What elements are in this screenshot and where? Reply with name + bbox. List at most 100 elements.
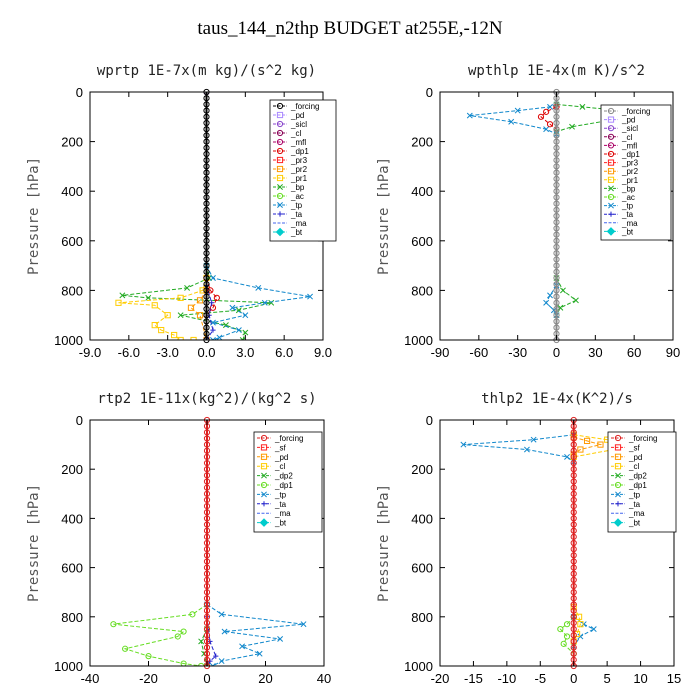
chart-panel-wpthlp: wpthlp 1E-4x(m K)/s^2 Pressure [hPa] -90 -6… (376, 63, 680, 360)
x-tick-label: -15 (464, 671, 483, 686)
zero-profile-marker (203, 435, 211, 442)
x-tick-label: 6.0 (275, 345, 293, 360)
zero-profile-marker (570, 644, 577, 651)
data-point-dp1 (563, 633, 571, 640)
zero-profile-marker (570, 650, 577, 657)
legend-box (600, 104, 672, 241)
zero-profile-marker (553, 262, 560, 269)
zero-profile-marker (203, 188, 210, 195)
legend-marker-pd (276, 111, 284, 119)
data-point-cl-low (577, 621, 584, 628)
data-point-bp (239, 337, 246, 340)
legend-label-tp: _tp (628, 490, 641, 499)
zero-profile-marker (203, 163, 210, 170)
y-tick-label: 1000 (54, 659, 83, 674)
legend-marker-bp (277, 184, 283, 190)
legend-marker-dp1 (276, 147, 284, 155)
zero-profile-marker (203, 194, 210, 201)
legend-label-forcing: _forcing (628, 434, 657, 443)
legend-label-ta: _ta (290, 210, 303, 219)
zero-profile-marker (570, 472, 577, 479)
data-point-tp (277, 635, 284, 642)
legend-box (607, 431, 677, 533)
zero-profile-marker (570, 490, 577, 497)
zero-profile-marker (570, 429, 577, 436)
legend-label-ma: _ma (621, 219, 638, 228)
zero-profile-marker (203, 533, 211, 540)
data-point-tp (242, 312, 249, 319)
data-point-tp (210, 275, 216, 281)
zero-profile-marker (203, 181, 210, 189)
data-point-tp-low (590, 626, 597, 633)
legend-label-bt: _bt (274, 519, 287, 528)
legend-marker-tp (615, 491, 621, 498)
legend-label-pr1: _pr1 (621, 176, 639, 185)
legend-label-dp2: _dp2 (274, 472, 293, 481)
data-point-tp (209, 663, 216, 666)
legend-label-ma: _ma (628, 509, 645, 518)
zero-profile-marker (570, 466, 577, 473)
zero-profile-marker (203, 312, 210, 319)
data-point-dp1 (537, 113, 545, 120)
legend: _forcing_pd_sicl_cl_mfl_dp1_pr3_pr2_pr1_… (269, 99, 337, 242)
data-point-dp1 (189, 611, 196, 618)
data-point-bp-low (572, 297, 579, 304)
legend-label-pd: _pd (290, 111, 304, 120)
data-point-pr1 (151, 302, 158, 309)
legend-label-ta: _ta (621, 210, 634, 219)
y-tick-label: 200 (61, 462, 83, 477)
y-tick-label: 200 (61, 135, 83, 150)
data-point-dp1 (209, 304, 217, 311)
zero-profile-marker (203, 626, 211, 633)
zero-profile-marker (203, 515, 211, 522)
data-point-ta (213, 653, 219, 659)
data-point-tp (460, 441, 467, 448)
zero-profile-marker (203, 101, 210, 108)
zero-profile-marker (203, 132, 210, 139)
y-tick-label: 600 (61, 561, 83, 576)
zero-profile-marker (553, 119, 560, 127)
zero-profile-marker (570, 607, 577, 614)
data-point-tp (239, 643, 246, 650)
legend-marker-ta (615, 501, 621, 507)
series-line-ta (206, 616, 217, 666)
legend-marker-cl (607, 133, 615, 140)
legend-marker-pr1 (607, 176, 615, 183)
legend-marker-dp1 (614, 481, 622, 489)
data-point-tp (564, 453, 570, 460)
zero-profile-marker (203, 601, 211, 608)
legend-marker-pr2 (607, 168, 615, 175)
x-tick-label: -90 (431, 345, 450, 360)
x-tick-label: 30 (588, 345, 602, 360)
legend-label-pr3: _pr3 (290, 156, 308, 165)
y-tick-label: 0 (426, 85, 433, 100)
chart-panel-rtp2: rtp2 1E-11x(kg^2)/(kg^2 s) Pressure [hPa]… (26, 391, 331, 686)
zero-profile-marker (203, 429, 211, 436)
data-point-tp (255, 284, 262, 291)
legend-label-dp1: _dp1 (290, 147, 309, 156)
series-line-dp1 (113, 604, 208, 666)
data-point-tp (229, 304, 236, 311)
legend-label-bt: _bt (290, 228, 303, 237)
data-point-tp (543, 126, 550, 133)
legend-marker-sf (260, 444, 268, 451)
y-tick-label: 0 (426, 413, 433, 428)
zero-profile-marker (570, 441, 577, 448)
zero-profile-marker (570, 509, 577, 516)
data-point-ta (210, 327, 216, 333)
data-point-dp1 (543, 108, 550, 115)
data-point-tp (508, 118, 515, 125)
zero-profile-marker (203, 324, 210, 331)
zero-profile-marker (553, 132, 560, 139)
data-point-tp (256, 650, 263, 657)
zero-profile-marker (203, 546, 211, 553)
legend: _forcing_sf_pd_cl_dp2_dp1_tp_ta_ma_bt (253, 431, 323, 533)
legend-label-tp: _tp (290, 201, 303, 210)
legend-label-pd: _pd (621, 116, 635, 125)
legend-marker-bt (606, 227, 616, 236)
zero-profile-marker (553, 206, 560, 213)
zero-profile-marker (203, 287, 210, 294)
x-tick-label: 40 (317, 671, 331, 686)
chart-panel-wprtp: wprtp 1E-7x(m kg)/(s^2 kg) Pressure [hPa]… (26, 63, 337, 360)
zero-profile-marker (570, 435, 577, 442)
